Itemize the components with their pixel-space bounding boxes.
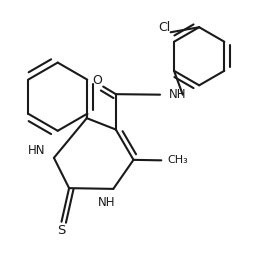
Text: NH: NH xyxy=(98,196,116,209)
Text: S: S xyxy=(57,224,66,236)
Text: NH: NH xyxy=(169,88,186,101)
Text: CH₃: CH₃ xyxy=(168,155,188,165)
Text: Cl: Cl xyxy=(158,21,170,34)
Text: O: O xyxy=(92,74,102,87)
Text: HN: HN xyxy=(28,144,45,157)
